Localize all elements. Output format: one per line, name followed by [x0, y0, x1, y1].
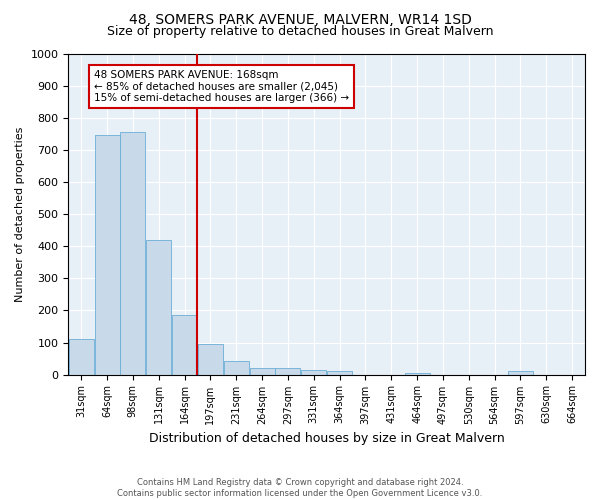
- Bar: [198, 344, 223, 374]
- Text: 48 SOMERS PARK AVENUE: 168sqm
← 85% of detached houses are smaller (2,045)
15% o: 48 SOMERS PARK AVENUE: 168sqm ← 85% of d…: [94, 70, 349, 103]
- Bar: [146, 240, 171, 374]
- Bar: [508, 372, 533, 374]
- Bar: [404, 373, 430, 374]
- Bar: [301, 370, 326, 374]
- Bar: [275, 368, 301, 374]
- Bar: [327, 370, 352, 374]
- Text: 48, SOMERS PARK AVENUE, MALVERN, WR14 1SD: 48, SOMERS PARK AVENUE, MALVERN, WR14 1S…: [128, 12, 472, 26]
- Bar: [224, 361, 249, 374]
- Text: Size of property relative to detached houses in Great Malvern: Size of property relative to detached ho…: [107, 25, 493, 38]
- Bar: [121, 132, 145, 374]
- Text: Contains HM Land Registry data © Crown copyright and database right 2024.
Contai: Contains HM Land Registry data © Crown c…: [118, 478, 482, 498]
- Y-axis label: Number of detached properties: Number of detached properties: [15, 126, 25, 302]
- X-axis label: Distribution of detached houses by size in Great Malvern: Distribution of detached houses by size …: [149, 432, 505, 445]
- Bar: [68, 338, 94, 374]
- Bar: [95, 135, 119, 374]
- Bar: [250, 368, 275, 374]
- Bar: [172, 316, 197, 374]
